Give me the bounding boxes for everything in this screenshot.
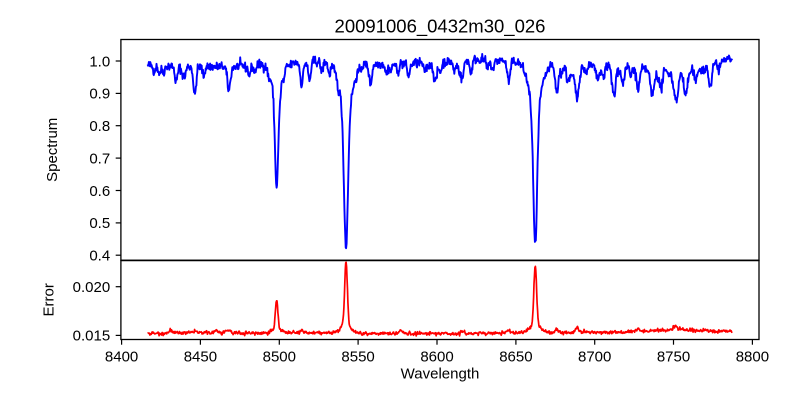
svg-text:0.5: 0.5 bbox=[89, 215, 110, 232]
svg-text:0.7: 0.7 bbox=[89, 150, 110, 167]
svg-text:0.9: 0.9 bbox=[89, 86, 110, 103]
svg-text:0.4: 0.4 bbox=[89, 248, 110, 265]
svg-text:Error: Error bbox=[40, 283, 57, 316]
svg-text:8500: 8500 bbox=[263, 348, 296, 365]
svg-text:8400: 8400 bbox=[105, 348, 138, 365]
svg-text:8700: 8700 bbox=[578, 348, 611, 365]
svg-text:1.0: 1.0 bbox=[89, 53, 110, 70]
svg-text:8800: 8800 bbox=[736, 348, 769, 365]
svg-text:Spectrum: Spectrum bbox=[44, 118, 61, 182]
svg-text:Wavelength: Wavelength bbox=[401, 366, 480, 383]
svg-text:20091006_0432m30_026: 20091006_0432m30_026 bbox=[335, 16, 546, 38]
svg-text:8450: 8450 bbox=[184, 348, 217, 365]
svg-text:8750: 8750 bbox=[657, 348, 690, 365]
svg-text:0.6: 0.6 bbox=[89, 183, 110, 200]
svg-text:0.020: 0.020 bbox=[73, 279, 111, 296]
svg-text:8600: 8600 bbox=[420, 348, 453, 365]
svg-text:0.015: 0.015 bbox=[73, 328, 111, 345]
svg-text:8550: 8550 bbox=[341, 348, 374, 365]
svg-text:0.8: 0.8 bbox=[89, 118, 110, 135]
svg-text:8650: 8650 bbox=[499, 348, 532, 365]
